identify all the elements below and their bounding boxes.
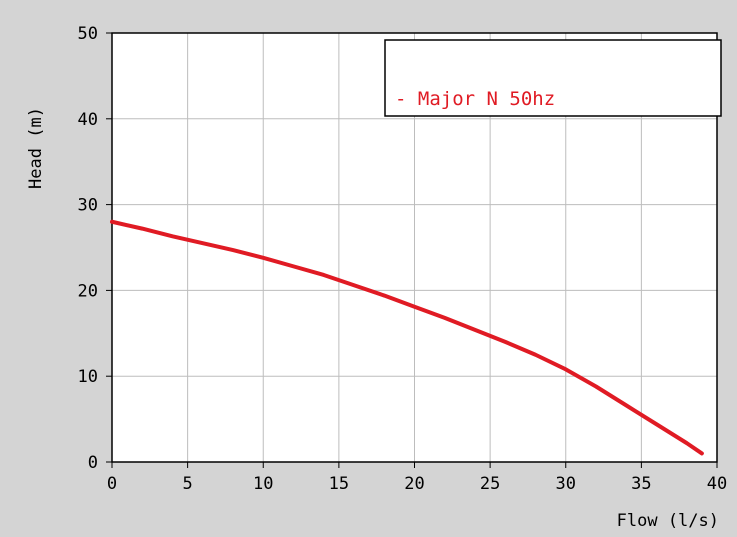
x-tick-label: 10 xyxy=(253,474,273,494)
y-axis-title: Head (m) xyxy=(26,107,46,189)
legend-entry-0: - Major N 50hz xyxy=(395,88,555,110)
x-tick-label: 15 xyxy=(329,474,349,494)
x-tick-label: 35 xyxy=(631,474,651,494)
series-line-0 xyxy=(110,219,704,456)
x-tick-label: 30 xyxy=(556,474,576,494)
y-tick-label: 30 xyxy=(78,196,98,216)
y-tick-label: 10 xyxy=(78,367,98,387)
x-tick-label: 0 xyxy=(107,474,117,494)
y-tick-label: 20 xyxy=(78,281,98,301)
x-axis-title: Flow (l/s) xyxy=(617,511,719,531)
legend-box xyxy=(384,39,722,117)
x-tick-label: 25 xyxy=(480,474,500,494)
y-tick-label: 0 xyxy=(88,453,98,473)
x-tick-label: 20 xyxy=(404,474,424,494)
y-tick-label: 40 xyxy=(78,110,98,130)
x-tick-label: 5 xyxy=(183,474,193,494)
y-tick-label: 50 xyxy=(78,24,98,44)
x-tick-label: 40 xyxy=(707,474,727,494)
